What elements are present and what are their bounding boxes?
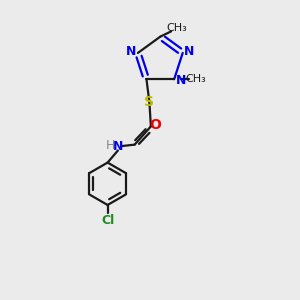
Text: N: N xyxy=(113,140,123,153)
Text: CH₃: CH₃ xyxy=(185,74,206,84)
Text: O: O xyxy=(149,118,161,133)
Text: N: N xyxy=(176,74,186,87)
Text: CH₃: CH₃ xyxy=(166,23,187,33)
Text: H: H xyxy=(105,139,115,152)
Text: Cl: Cl xyxy=(101,214,114,227)
Text: S: S xyxy=(144,95,154,109)
Text: N: N xyxy=(126,45,136,58)
Text: N: N xyxy=(184,45,194,58)
